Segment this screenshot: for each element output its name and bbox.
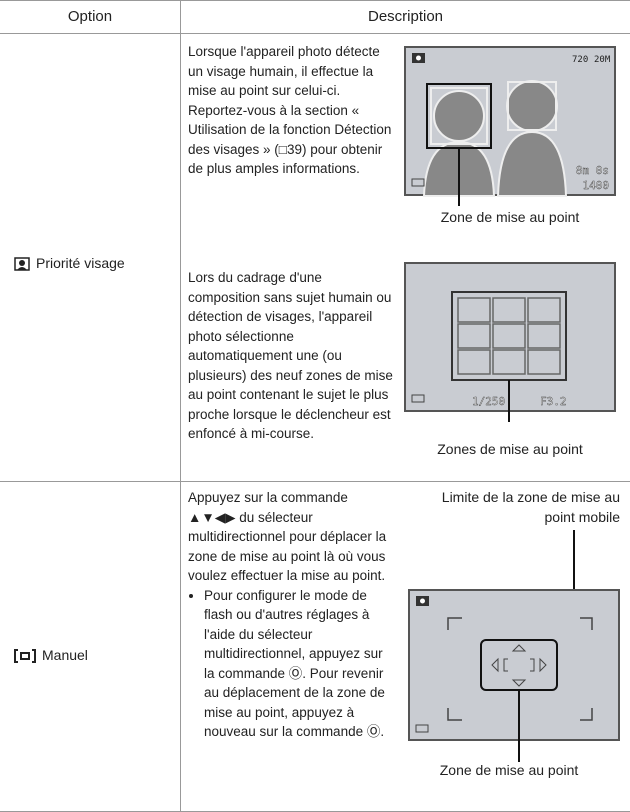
bullet-item: Pour configurer le mode de flash ou d'au… bbox=[204, 586, 622, 742]
option-label: Manuel bbox=[42, 647, 88, 663]
border bbox=[180, 0, 181, 812]
screen-text: F3.2 bbox=[540, 395, 567, 408]
bullet-list: Pour configurer le mode de flash ou d'au… bbox=[188, 586, 622, 742]
screen-text: 1400 bbox=[583, 179, 610, 192]
caption: Limite de la zone de mise au point mobil… bbox=[441, 489, 620, 525]
figure: Limite de la zone de mise au point mobil… bbox=[396, 488, 622, 778]
border bbox=[0, 481, 630, 482]
option-cell: Priorité visage bbox=[14, 254, 125, 274]
border bbox=[0, 0, 630, 1]
caption: Zone de mise au point bbox=[439, 762, 579, 778]
header-description: Description bbox=[367, 8, 444, 25]
screen-text: 720 bbox=[572, 55, 588, 65]
border bbox=[0, 33, 630, 34]
caption: Zones de mise au point bbox=[437, 441, 583, 457]
screen-text: 1/250 bbox=[472, 395, 505, 408]
face-icon bbox=[14, 257, 30, 271]
caption: Zone de mise au point bbox=[440, 209, 580, 225]
camera-screen bbox=[408, 530, 620, 762]
screen-text: 20M bbox=[594, 55, 611, 65]
screen-text: 8m 0s bbox=[576, 164, 609, 177]
description-text: Lorsque l'appareil photo détecte un visa… bbox=[188, 44, 392, 176]
manual-icon bbox=[14, 648, 36, 663]
description-text: Appuyez sur la commande ▲▼◀▶ du sélecteu… bbox=[188, 490, 387, 583]
option-label: Priorité visage bbox=[36, 255, 125, 271]
description-cell: Limite de la zone de mise au point mobil… bbox=[188, 488, 622, 778]
header-option: Option bbox=[67, 8, 113, 25]
option-cell: Manuel bbox=[14, 646, 88, 666]
camera-screen: 1/250 F3.2 bbox=[404, 262, 616, 422]
camera-screen: 720 20M 8m 0s 1400 bbox=[404, 46, 616, 206]
description-text: Lors du cadrage d'une composition sans s… bbox=[188, 270, 393, 441]
